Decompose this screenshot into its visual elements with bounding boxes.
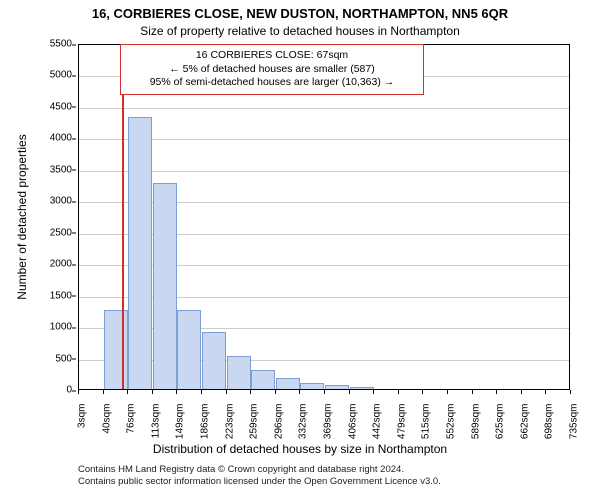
x-tick-label: 515sqm: [421, 404, 432, 440]
x-tick-label: 735sqm: [569, 404, 580, 440]
x-tick-mark: [349, 390, 350, 394]
gridline: [79, 139, 569, 140]
footnote-line-2: Contains public sector information licen…: [78, 476, 441, 488]
x-tick-mark: [545, 390, 546, 394]
title-address: 16, CORBIERES CLOSE, NEW DUSTON, NORTHAM…: [0, 6, 600, 21]
annotation-line-2: ← 5% of detached houses are smaller (587…: [127, 63, 417, 77]
y-tick-label: 4500: [40, 101, 72, 112]
x-tick-mark: [152, 390, 153, 394]
x-tick-label: 589sqm: [470, 404, 481, 440]
property-marker-line: [122, 71, 124, 389]
x-tick-label: 406sqm: [347, 404, 358, 440]
y-tick-label: 5500: [40, 39, 72, 50]
x-tick-mark: [127, 390, 128, 394]
histogram-bar: [251, 370, 275, 389]
annotation-line-3: 95% of semi-detached houses are larger (…: [127, 76, 417, 90]
x-tick-mark: [398, 390, 399, 394]
x-tick-label: 149sqm: [175, 404, 186, 440]
y-axis-label: Number of detached properties: [15, 134, 29, 299]
title-subtitle: Size of property relative to detached ho…: [0, 24, 600, 38]
y-tick-label: 3500: [40, 164, 72, 175]
x-tick-mark: [176, 390, 177, 394]
x-tick-label: 40sqm: [101, 404, 112, 434]
x-tick-mark: [78, 390, 79, 394]
y-tick-label: 0: [40, 385, 72, 396]
footnote: Contains HM Land Registry data © Crown c…: [78, 464, 441, 488]
y-tick-label: 1000: [40, 322, 72, 333]
x-tick-mark: [521, 390, 522, 394]
x-tick-label: 223sqm: [224, 404, 235, 440]
x-tick-mark: [570, 390, 571, 394]
x-tick-label: 186sqm: [200, 404, 211, 440]
x-tick-label: 113sqm: [150, 404, 161, 439]
gridline: [79, 171, 569, 172]
histogram-bar: [276, 378, 300, 389]
plot-area: [78, 44, 570, 390]
chart-container: 16, CORBIERES CLOSE, NEW DUSTON, NORTHAM…: [0, 0, 600, 500]
histogram-bar: [300, 383, 324, 389]
histogram-bar: [202, 332, 226, 389]
y-tick-label: 500: [40, 353, 72, 364]
histogram-bar: [177, 310, 201, 389]
x-tick-mark: [373, 390, 374, 394]
y-tick-label: 5000: [40, 70, 72, 81]
x-tick-label: 698sqm: [544, 404, 555, 440]
x-tick-label: 479sqm: [396, 404, 407, 440]
x-tick-label: 625sqm: [495, 404, 506, 440]
x-tick-mark: [103, 390, 104, 394]
x-tick-mark: [250, 390, 251, 394]
histogram-bar: [104, 310, 128, 389]
x-tick-label: 552sqm: [446, 404, 457, 440]
y-tick-label: 2500: [40, 227, 72, 238]
x-tick-label: 662sqm: [519, 404, 530, 440]
x-tick-label: 296sqm: [273, 404, 284, 440]
histogram-bar: [350, 387, 374, 389]
gridline: [79, 108, 569, 109]
annotation-box: 16 CORBIERES CLOSE: 67sqm ← 5% of detach…: [120, 44, 424, 95]
x-tick-label: 369sqm: [323, 404, 334, 440]
x-tick-mark: [496, 390, 497, 394]
x-tick-label: 76sqm: [126, 404, 137, 434]
histogram-bar: [227, 356, 251, 389]
footnote-line-1: Contains HM Land Registry data © Crown c…: [78, 464, 441, 476]
x-tick-mark: [299, 390, 300, 394]
x-tick-mark: [447, 390, 448, 394]
annotation-line-1: 16 CORBIERES CLOSE: 67sqm: [127, 49, 417, 63]
x-tick-mark: [422, 390, 423, 394]
x-tick-label: 3sqm: [77, 404, 88, 428]
x-tick-label: 259sqm: [249, 404, 260, 440]
x-tick-label: 442sqm: [372, 404, 383, 440]
y-tick-label: 2000: [40, 259, 72, 270]
y-tick-label: 1500: [40, 290, 72, 301]
y-tick-label: 4000: [40, 133, 72, 144]
x-tick-mark: [226, 390, 227, 394]
x-tick-mark: [275, 390, 276, 394]
histogram-bar: [128, 117, 152, 389]
x-tick-mark: [324, 390, 325, 394]
x-tick-label: 332sqm: [298, 404, 309, 440]
x-axis-label: Distribution of detached houses by size …: [0, 442, 600, 456]
x-tick-mark: [201, 390, 202, 394]
y-tick-label: 3000: [40, 196, 72, 207]
histogram-bar: [325, 385, 349, 389]
histogram-bar: [153, 183, 177, 389]
x-tick-mark: [472, 390, 473, 394]
